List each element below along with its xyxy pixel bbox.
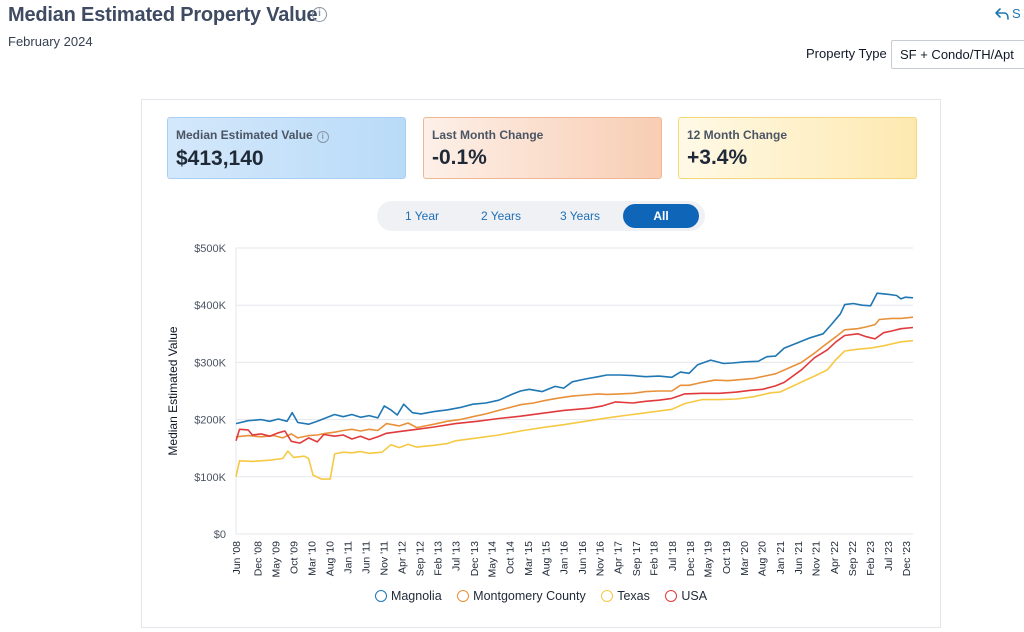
x-tick-label: Dec '13 xyxy=(469,541,481,576)
card-value: $413,140 xyxy=(176,147,264,170)
x-tick-label: Feb '13 xyxy=(432,541,444,576)
x-tick-label: Apr '17 xyxy=(613,541,625,574)
y-tick-label: $500K xyxy=(194,243,226,255)
tab-3-years[interactable]: 3 Years xyxy=(559,209,601,223)
x-tick-label: Jul '13 xyxy=(451,541,463,571)
legend-item-montgomery-county[interactable]: Montgomery County xyxy=(457,589,586,603)
x-tick-label: Mar '10 xyxy=(307,541,319,576)
property-type-select[interactable]: SF + Condo/TH/Apt xyxy=(891,40,1024,69)
series-line-magnolia[interactable] xyxy=(235,292,914,425)
chart-series xyxy=(235,292,914,480)
x-tick-label: Mar '15 xyxy=(523,541,535,576)
x-tick-label: Dec '08 xyxy=(253,541,265,576)
card-label: Last Month Change xyxy=(432,128,544,142)
share-icon xyxy=(995,8,1009,20)
y-tick-label: $0 xyxy=(214,529,226,541)
info-icon[interactable]: i xyxy=(316,131,329,143)
legend-swatch xyxy=(374,590,387,602)
x-tick-label: Aug '15 xyxy=(541,541,553,576)
x-tick-label: Nov '11 xyxy=(378,541,390,576)
y-axis-label: Median Estimated Value xyxy=(166,326,180,456)
card-label: Median Estimated Value i xyxy=(176,128,397,143)
legend-item-usa[interactable]: USA xyxy=(665,589,707,603)
series-line-montgomery-county[interactable] xyxy=(235,316,914,439)
chart-legend: Magnolia Montgomery County Texas USA xyxy=(141,589,941,603)
x-tick-label: Sep '22 xyxy=(847,541,859,576)
x-tick-label: Oct '09 xyxy=(288,541,300,574)
card-value: -0.1% xyxy=(432,146,487,169)
x-tick-label: Jul '18 xyxy=(667,541,679,571)
series-line-usa[interactable] xyxy=(235,326,914,444)
x-tick-label: Aug '10 xyxy=(324,541,336,576)
x-tick-label: Jun '08 xyxy=(231,541,243,575)
card-label: 12 Month Change xyxy=(687,128,788,142)
x-tick-label: Feb '18 xyxy=(649,541,661,576)
last-month-change-card: Last Month Change -0.1% xyxy=(423,117,662,179)
info-icon[interactable]: i xyxy=(312,7,327,22)
twelve-month-change-card: 12 Month Change +3.4% xyxy=(678,117,917,179)
legend-label: Texas xyxy=(617,589,650,603)
x-tick-label: Dec '23 xyxy=(901,541,913,576)
x-tick-label: Oct '19 xyxy=(721,541,733,574)
legend-swatch xyxy=(601,590,614,602)
x-tick-label: Mar '20 xyxy=(739,541,751,576)
tab-2-years[interactable]: 2 Years xyxy=(480,209,522,223)
y-tick-label: $100K xyxy=(194,472,226,484)
property-type-label: Property Type xyxy=(806,46,887,61)
y-tick-label: $200K xyxy=(194,415,226,427)
y-tick-label: $400K xyxy=(194,300,226,312)
line-chart: $0 $100K $200K $300K $400K $500K Jun '08 Dec '… xyxy=(166,243,914,578)
page-title: Median Estimated Property Value xyxy=(8,4,318,26)
card-label-text: Median Estimated Value xyxy=(176,128,313,142)
y-tick-label: $300K xyxy=(194,357,226,369)
x-tick-label: Apr '22 xyxy=(829,541,841,574)
x-tick-label: Dec '18 xyxy=(685,541,697,576)
time-range-tabs: 1 Year 2 Years 3 Years All xyxy=(377,201,705,231)
legend-swatch xyxy=(665,590,678,602)
x-tick-label: Aug '20 xyxy=(757,541,769,576)
x-tick-label: Jan '16 xyxy=(559,541,571,575)
x-tick-label: May '14 xyxy=(486,541,498,578)
x-tick-label: Sep '17 xyxy=(631,541,643,576)
x-tick-label: Apr '12 xyxy=(397,541,409,574)
x-tick-label: Jan '11 xyxy=(343,541,355,574)
y-axis: $0 $100K $200K $300K $400K $500K xyxy=(194,243,226,541)
legend-item-texas[interactable]: Texas xyxy=(601,589,650,603)
x-tick-label: May '19 xyxy=(703,541,715,578)
x-tick-label: Nov '16 xyxy=(595,541,607,576)
x-tick-label: Sep '12 xyxy=(415,541,427,576)
series-line-texas[interactable] xyxy=(235,339,914,480)
legend-label: USA xyxy=(681,589,708,603)
x-tick-label: Oct '14 xyxy=(505,541,517,574)
x-tick-label: Jun '11 xyxy=(361,541,373,574)
legend-label: Montgomery County xyxy=(473,589,586,603)
share-button[interactable]: S xyxy=(994,6,1021,21)
report-date: February 2024 xyxy=(8,34,93,49)
card-value: +3.4% xyxy=(687,146,748,169)
tab-1-year[interactable]: 1 Year xyxy=(404,209,440,223)
legend-swatch xyxy=(457,590,470,602)
share-label: S xyxy=(1012,6,1021,21)
x-tick-label: Jun '21 xyxy=(793,541,805,575)
x-axis: Jun '08 Dec '08 May '09 Oct '09 Mar '10 Aug '… xyxy=(231,541,913,578)
x-tick-label: Jun '16 xyxy=(577,541,589,575)
x-tick-label: Jan '21 xyxy=(775,541,787,575)
chart-grid xyxy=(235,247,913,535)
x-tick-label: Feb '23 xyxy=(865,541,877,576)
x-tick-label: May '09 xyxy=(270,541,282,578)
x-tick-label: Nov '21 xyxy=(811,541,823,576)
legend-item-magnolia[interactable]: Magnolia xyxy=(374,589,442,603)
legend-label: Magnolia xyxy=(390,589,442,603)
x-tick-label: Jul '23 xyxy=(883,541,895,571)
tab-all[interactable]: All xyxy=(623,204,699,228)
median-value-card: Median Estimated Value i $413,140 xyxy=(167,117,406,179)
